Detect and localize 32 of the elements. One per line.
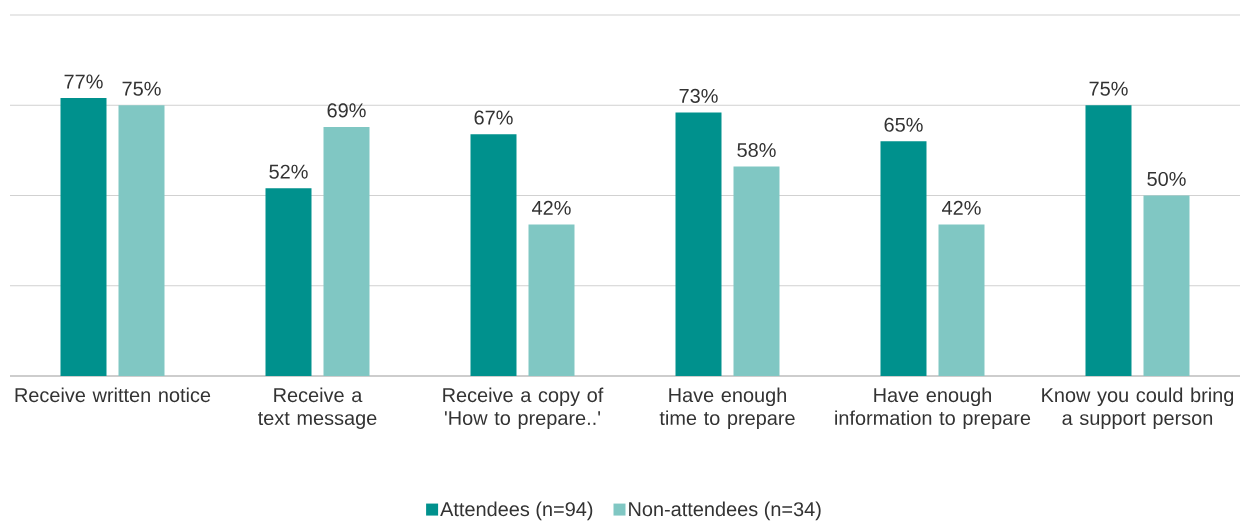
data-label: 77% xyxy=(64,74,103,89)
x-tick-label: Receive a copy of 'How to prepare..' xyxy=(443,387,604,430)
data-label: 65% xyxy=(884,117,923,132)
bar xyxy=(1143,195,1190,376)
data-label: 52% xyxy=(269,164,308,179)
bar xyxy=(938,224,985,376)
data-label: 42% xyxy=(532,200,571,215)
x-tick-label: Have enough time to prepare xyxy=(659,387,795,430)
bar xyxy=(323,126,370,376)
bar xyxy=(470,134,517,376)
bar xyxy=(60,98,107,376)
data-label: 50% xyxy=(1147,171,1186,186)
bar xyxy=(265,188,312,376)
x-tick-label: Receive written notice xyxy=(15,387,211,403)
data-label: 75% xyxy=(122,81,161,96)
bar xyxy=(880,141,927,376)
data-label: 75% xyxy=(1089,81,1128,96)
data-label: 42% xyxy=(942,200,981,215)
bar xyxy=(118,105,165,376)
bar xyxy=(733,166,780,376)
data-label: 73% xyxy=(679,88,718,103)
bar xyxy=(1085,105,1132,376)
legend-label: Attendees (n=94) xyxy=(440,501,593,521)
x-tick-label: Know you could bring a support person xyxy=(1042,387,1234,430)
bar xyxy=(675,112,722,376)
x-tick-label: Receive a text message xyxy=(257,387,377,430)
x-tick-label: Have enough information to prepare xyxy=(835,387,1031,430)
data-label: 69% xyxy=(327,103,366,118)
data-label: 58% xyxy=(737,143,776,158)
legend-label: Non-attendees (n=34) xyxy=(629,501,821,521)
data-label: 67% xyxy=(474,110,513,125)
bar xyxy=(528,224,575,376)
